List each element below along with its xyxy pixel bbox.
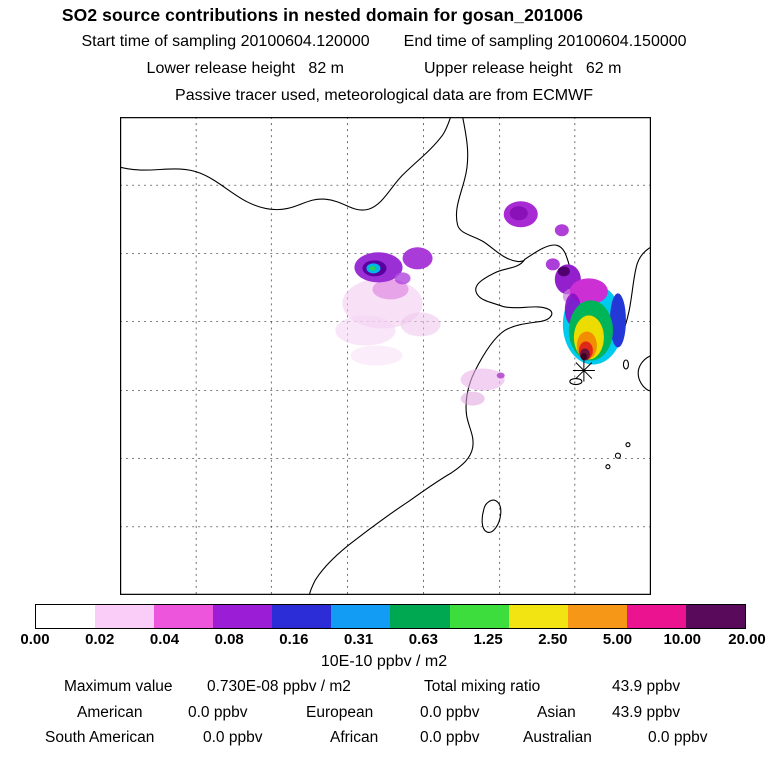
- colorbar-unit: 10E-10 ppbv / m2: [320, 653, 448, 670]
- colorbar-label: 0.04: [149, 631, 180, 648]
- china-coastline: [308, 117, 553, 595]
- map-plot: [120, 117, 651, 595]
- upper-release-text: Upper release height 62 m: [424, 60, 622, 77]
- contribution-value: 0.0 ppbv: [648, 729, 708, 746]
- colorbar: [35, 604, 746, 629]
- tsushima-island: [622, 359, 630, 370]
- colorbar-segment: [685, 605, 745, 628]
- colorbar-segment: [213, 605, 273, 628]
- contribution-value: 0.0 ppbv: [420, 729, 480, 746]
- contribution-region: Asian: [537, 704, 576, 721]
- colorbar-label: 20.00: [728, 631, 766, 648]
- hotspot-blob: [562, 278, 626, 365]
- start-time-text: Start time of sampling 20100604.120000: [81, 33, 370, 50]
- contribution-region: Australian: [523, 729, 592, 746]
- colorbar-labels: 0.00 0.02 0.04 0.08 0.16 0.31 0.63 1.25 2.50 5.00…: [20, 631, 765, 649]
- page-title: SO2 source contributions in nested domai…: [61, 5, 584, 25]
- colorbar-segment: [567, 605, 627, 628]
- colorbar-segment: [508, 605, 568, 628]
- lower-release-text: Lower release height 82 m: [146, 60, 344, 77]
- ryukyu-island: [625, 442, 631, 448]
- colorbar-label: 1.25: [473, 631, 503, 648]
- contribution-region: South American: [45, 729, 155, 746]
- colorbar-segment: [272, 605, 332, 628]
- colorbar-label: 0.63: [408, 631, 438, 648]
- colorbar-label: 0.08: [214, 631, 244, 648]
- colorbar-segment: [154, 605, 214, 628]
- total-mixing-ratio-value: 43.9 ppbv: [612, 678, 681, 695]
- contribution-region: European: [306, 704, 374, 721]
- contributions-row-2: South American 0.0 ppbv African 0.0 ppbv…: [0, 729, 768, 748]
- contribution-value: 0.0 ppbv: [188, 704, 248, 721]
- colorbar-segment: [331, 605, 391, 628]
- contribution-value: 0.0 ppbv: [203, 729, 263, 746]
- map-border: [120, 117, 651, 595]
- receptor-marker-icon: [572, 359, 595, 382]
- colorbar-segment: [626, 605, 686, 628]
- colorbar-label: 0.00: [20, 631, 50, 648]
- colorbar-segment: [95, 605, 155, 628]
- maximum-value: 0.730E-08 ppbv / m2: [207, 678, 351, 695]
- colorbar-label: 10.00: [663, 631, 702, 648]
- contribution-region: American: [77, 704, 143, 721]
- colorbar-label: 5.00: [602, 631, 633, 648]
- kyushu-island: [637, 354, 651, 392]
- colorbar-label: 0.16: [279, 631, 309, 648]
- contributions-row-1: American 0.0 ppbv European 0.0 ppbv Asia…: [0, 704, 768, 723]
- ryukyu-island: [605, 464, 611, 470]
- contribution-region: African: [330, 729, 379, 746]
- stats-summary-row: Maximum value 0.730E-08 ppbv / m2 Total …: [0, 678, 768, 697]
- colorbar-label: 2.50: [538, 631, 568, 648]
- colorbar-label: 0.02: [85, 631, 115, 648]
- sampling-times-line: Start time of sampling 20100604.120000 E…: [0, 33, 768, 51]
- total-mixing-ratio-label: Total mixing ratio: [424, 678, 541, 695]
- maximum-value-label: Maximum value: [64, 678, 173, 695]
- tracer-note: Passive tracer used, meteorological data…: [175, 87, 593, 104]
- end-time-text: End time of sampling 20100604.150000: [403, 33, 687, 50]
- colorbar-segment: [36, 605, 96, 628]
- colorbar-segment: [390, 605, 450, 628]
- colorbar-segment: [449, 605, 509, 628]
- taiwan-island: [481, 499, 502, 533]
- contribution-value: 0.0 ppbv: [420, 704, 480, 721]
- concentration-blobs: [335, 201, 583, 406]
- ryukyu-island: [614, 452, 621, 459]
- contribution-value: 43.9 ppbv: [612, 704, 681, 721]
- colorbar-label: 0.31: [344, 631, 374, 648]
- map-svg: [120, 117, 651, 595]
- release-heights-line: Lower release height 82 m Upper release …: [0, 60, 768, 78]
- northern-border-line: [120, 117, 452, 211]
- jeju-island: [569, 377, 583, 386]
